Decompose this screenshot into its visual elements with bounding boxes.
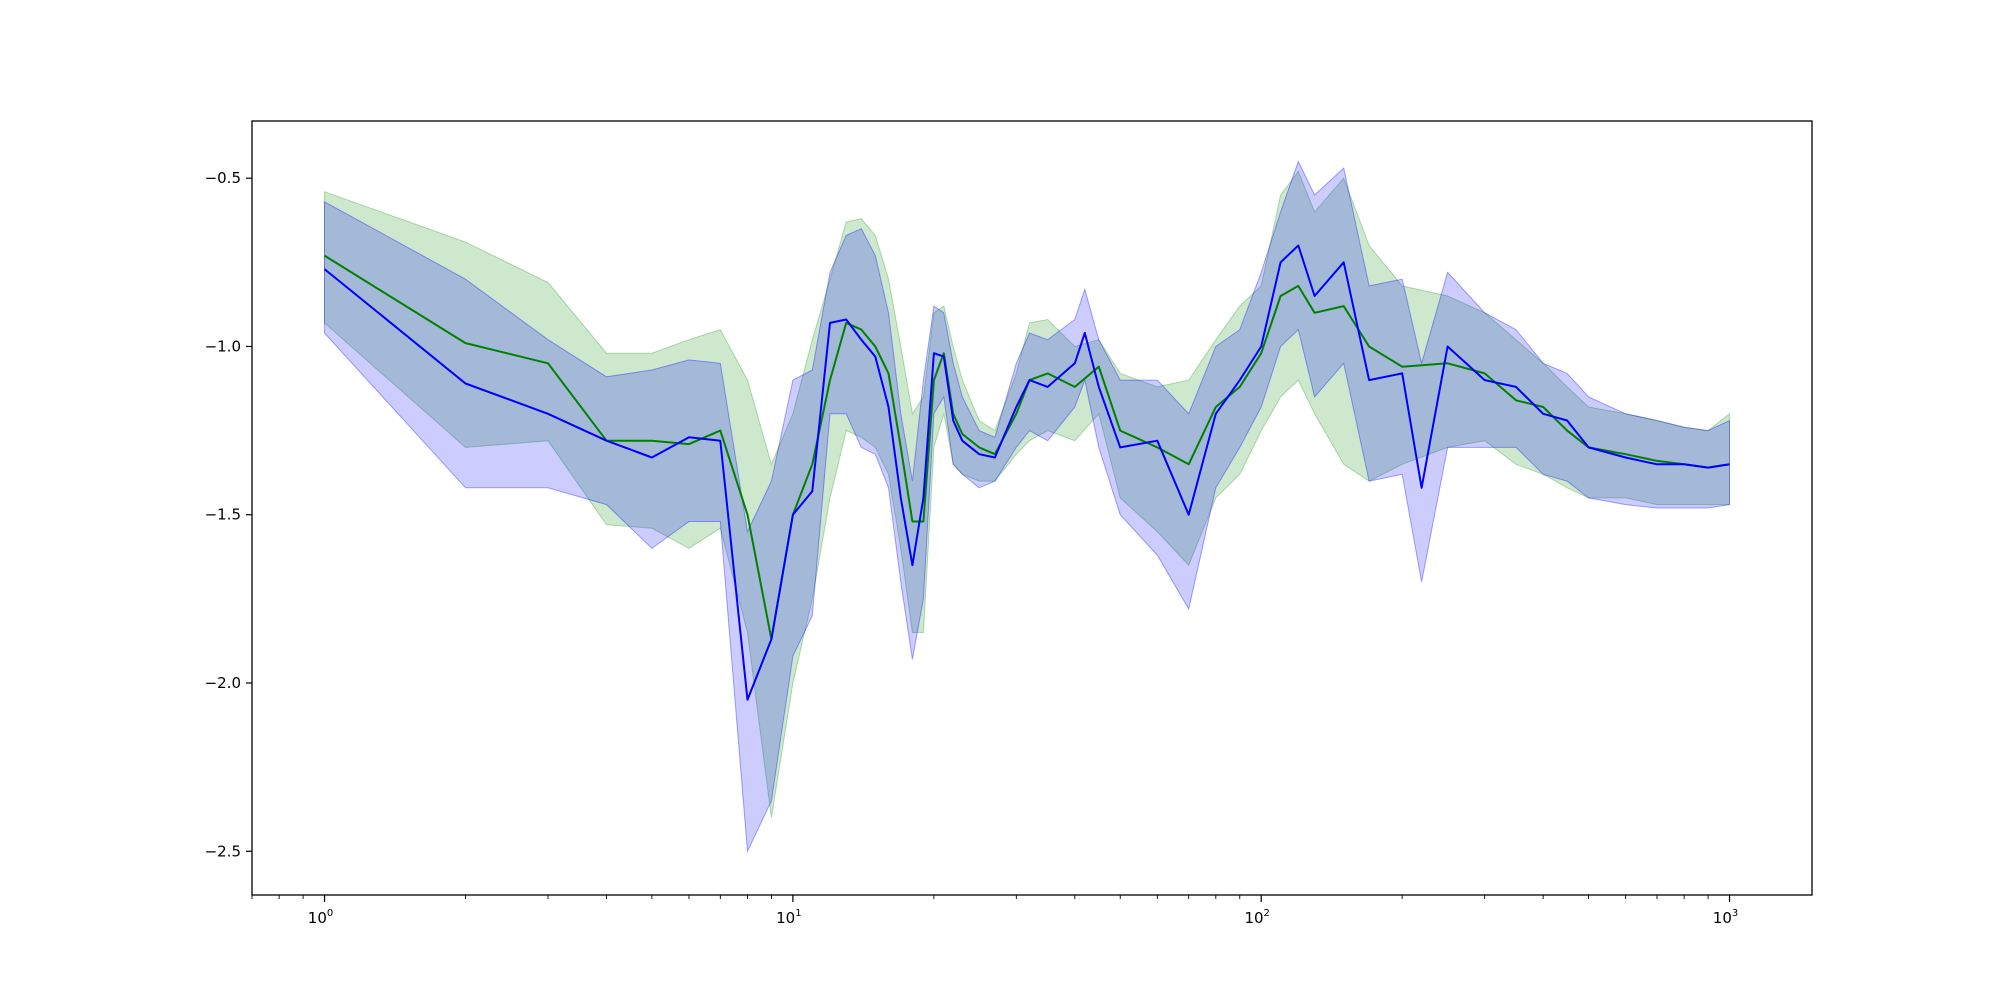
series-2-confidence-band <box>324 160 1730 854</box>
x-tick-label: 100 <box>308 908 333 927</box>
y-tick-label: −2.0 <box>205 674 241 692</box>
y-tick-label: −2.5 <box>205 842 241 860</box>
y-tick-label: −1.5 <box>205 506 241 524</box>
bands-layer <box>324 160 1730 854</box>
y-axis: −0.5 −1.0 −1.5 −2.0 −2.5 <box>205 169 252 860</box>
series-2-line <box>323 244 1730 701</box>
x-tick-label: 102 <box>1244 908 1269 927</box>
lines-layer <box>323 244 1730 701</box>
y-tick-label: −0.5 <box>205 169 241 187</box>
plot-frame <box>251 120 1813 896</box>
y-tick-label: −1.0 <box>205 337 241 355</box>
x-tick-label: 103 <box>1713 908 1738 927</box>
x-tick-label: 101 <box>776 908 801 927</box>
series-1-confidence-band <box>324 170 1730 818</box>
x-axis: 100 101 102 103 <box>251 895 1738 927</box>
